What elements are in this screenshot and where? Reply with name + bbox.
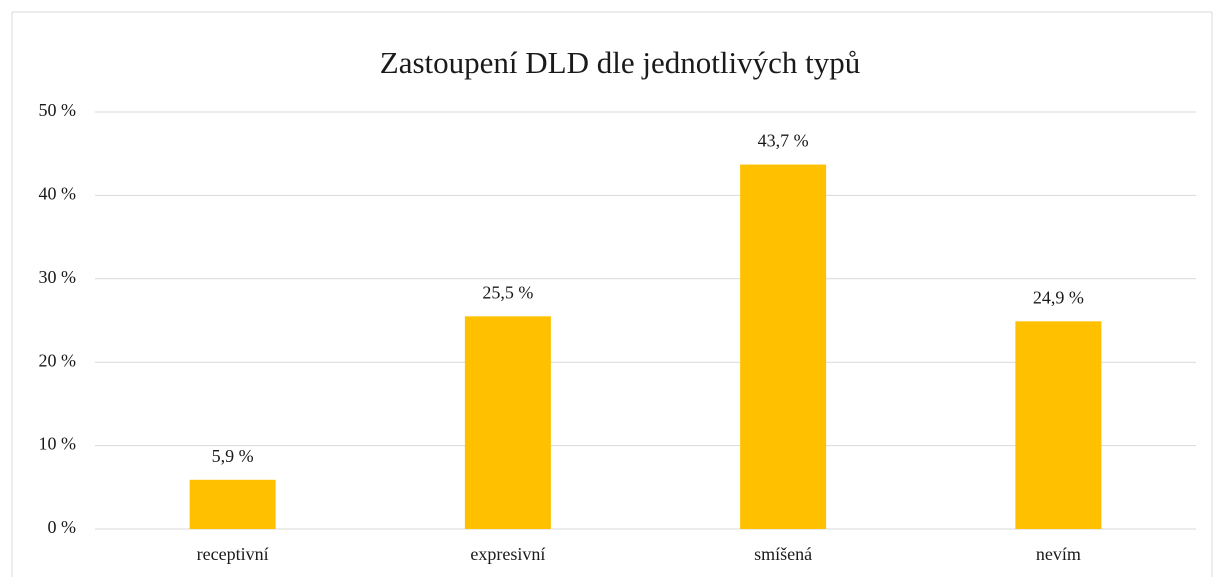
data-label: 25,5 %: [482, 282, 533, 302]
bar: [464, 316, 551, 529]
x-tick-label: receptivní: [197, 544, 269, 564]
bar: [740, 164, 827, 530]
x-tick-label: nevím: [1036, 544, 1081, 564]
y-tick-label: 50 %: [39, 100, 77, 120]
x-tick-label: expresivní: [470, 544, 545, 564]
y-tick-label: 40 %: [39, 184, 77, 204]
bar: [189, 479, 276, 529]
chart-title: Zastoupení DLD dle jednotlivých typů: [380, 45, 860, 80]
x-tick-label: smíšená: [754, 544, 812, 564]
data-label: 5,9 %: [212, 446, 254, 466]
data-label: 43,7 %: [758, 131, 809, 151]
y-tick-label: 10 %: [39, 434, 77, 454]
bar: [1015, 321, 1102, 529]
y-tick-label: 20 %: [39, 350, 77, 370]
y-tick-label: 0 %: [48, 517, 77, 537]
y-tick-label: 30 %: [39, 267, 77, 287]
data-label: 24,9 %: [1033, 287, 1084, 307]
